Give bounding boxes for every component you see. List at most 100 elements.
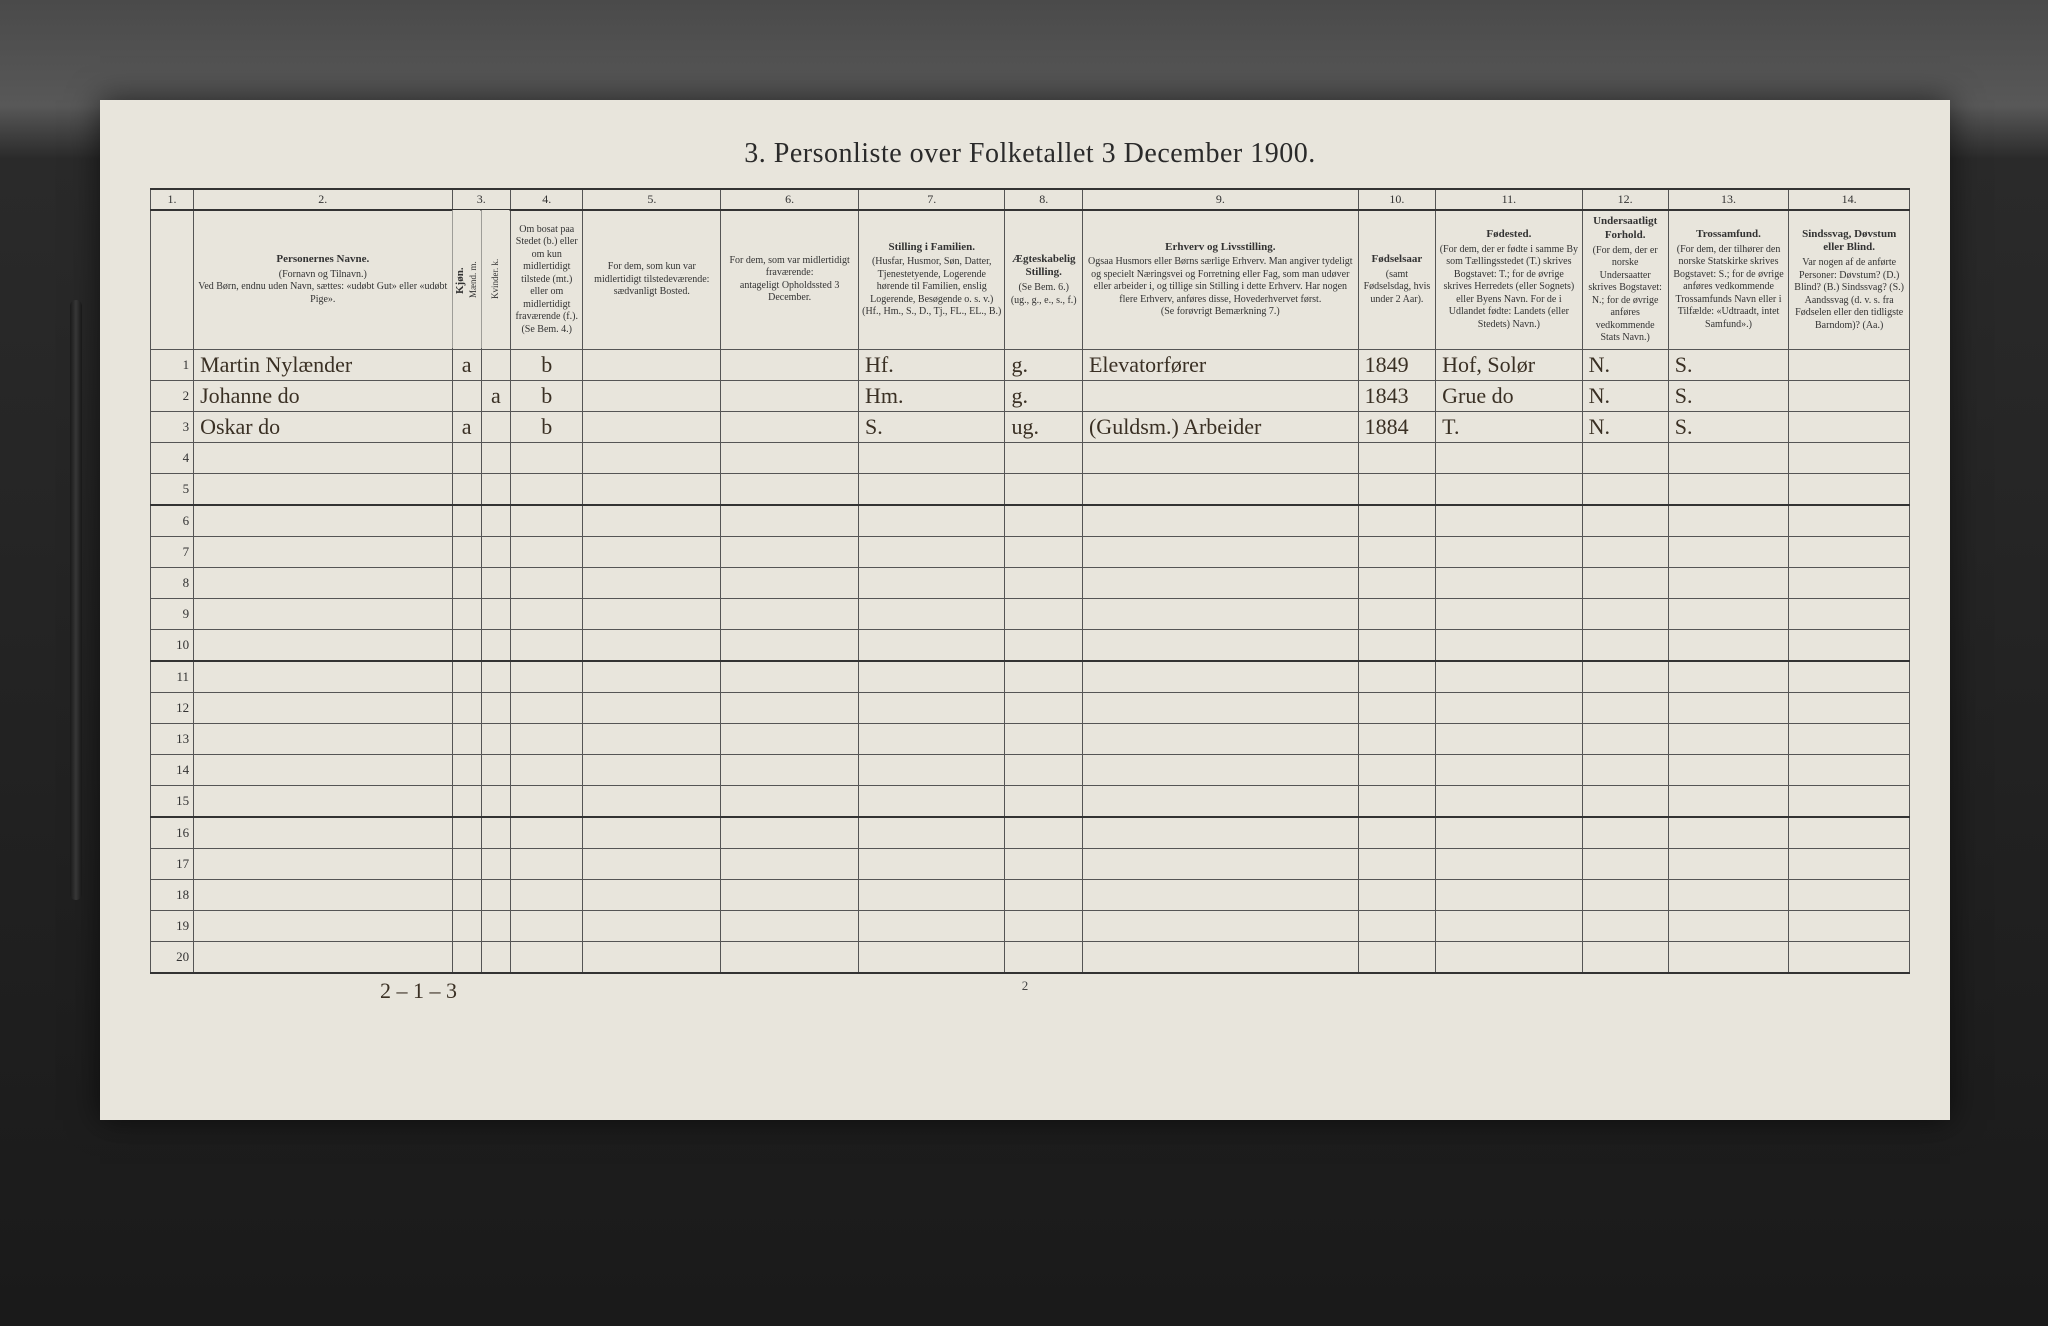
cell-m — [452, 629, 481, 661]
row-number: 17 — [151, 848, 194, 879]
cell-k — [481, 879, 510, 910]
cell-m — [452, 785, 481, 817]
cell-year — [1358, 785, 1436, 817]
cell-ms — [1005, 941, 1083, 973]
cell-bp — [1436, 723, 1582, 754]
row-number: 19 — [151, 910, 194, 941]
cell-fam — [859, 723, 1005, 754]
cell-year — [1358, 442, 1436, 473]
cell-year — [1358, 473, 1436, 505]
cell-dis — [1789, 598, 1910, 629]
cell-b — [511, 661, 583, 693]
cell-c5 — [583, 349, 721, 380]
cell-year: 1884 — [1358, 411, 1436, 442]
cell-b — [511, 442, 583, 473]
cell-c6 — [721, 536, 859, 567]
table-row: 17 — [151, 848, 1910, 879]
cell-b — [511, 598, 583, 629]
cell-k — [481, 754, 510, 785]
cell-c6 — [721, 661, 859, 693]
column-header — [151, 210, 194, 349]
cell-bp — [1436, 661, 1582, 693]
cell-name — [194, 910, 452, 941]
column-header: Trossamfund.(For dem, der tilhører den n… — [1668, 210, 1789, 349]
cell-c5 — [583, 473, 721, 505]
cell-ms — [1005, 754, 1083, 785]
cell-name — [194, 442, 452, 473]
cell-k — [481, 473, 510, 505]
table-row: 19 — [151, 910, 1910, 941]
cell-nat: N. — [1582, 380, 1668, 411]
cell-occ — [1082, 879, 1358, 910]
cell-fam — [859, 473, 1005, 505]
cell-m — [452, 817, 481, 849]
cell-k: a — [481, 380, 510, 411]
cell-name — [194, 879, 452, 910]
cell-year: 1849 — [1358, 349, 1436, 380]
cell-year — [1358, 723, 1436, 754]
row-number: 3 — [151, 411, 194, 442]
column-number: 12. — [1582, 189, 1668, 210]
cell-m — [452, 505, 481, 537]
cell-bp — [1436, 941, 1582, 973]
cell-ms — [1005, 505, 1083, 537]
cell-b — [511, 817, 583, 849]
cell-bp: Grue do — [1436, 380, 1582, 411]
table-row: 15 — [151, 785, 1910, 817]
cell-m — [452, 567, 481, 598]
cell-nat: N. — [1582, 349, 1668, 380]
row-number: 15 — [151, 785, 194, 817]
cell-fam — [859, 629, 1005, 661]
table-row: 13 — [151, 723, 1910, 754]
cell-name — [194, 817, 452, 849]
cell-rel — [1668, 567, 1789, 598]
cell-m: a — [452, 349, 481, 380]
cell-c5 — [583, 536, 721, 567]
cell-c6 — [721, 817, 859, 849]
column-header: Kvinder. k. — [481, 210, 510, 349]
cell-m: a — [452, 411, 481, 442]
table-row: 20 — [151, 941, 1910, 973]
cell-c6 — [721, 567, 859, 598]
table-row: 10 — [151, 629, 1910, 661]
cell-c6 — [721, 411, 859, 442]
census-page: 3. Personliste over Folketallet 3 Decemb… — [100, 100, 1950, 1120]
cell-ms — [1005, 817, 1083, 849]
column-header: Erhverv og Livsstilling.Ogsaa Husmors el… — [1082, 210, 1358, 349]
cell-b — [511, 910, 583, 941]
cell-c6 — [721, 910, 859, 941]
binding-strip — [70, 300, 82, 900]
cell-m — [452, 879, 481, 910]
cell-k — [481, 661, 510, 693]
cell-rel — [1668, 879, 1789, 910]
cell-k — [481, 349, 510, 380]
cell-ms — [1005, 879, 1083, 910]
table-row: 7 — [151, 536, 1910, 567]
cell-k — [481, 848, 510, 879]
cell-k — [481, 598, 510, 629]
column-header: Kjøn.Mænd. m. — [452, 210, 481, 349]
cell-name — [194, 629, 452, 661]
cell-fam — [859, 661, 1005, 693]
cell-name: Johanne do — [194, 380, 452, 411]
cell-b — [511, 723, 583, 754]
cell-year — [1358, 661, 1436, 693]
cell-bp — [1436, 473, 1582, 505]
cell-dis — [1789, 910, 1910, 941]
column-header: Fødested.(For dem, der er fødte i samme … — [1436, 210, 1582, 349]
cell-ms — [1005, 442, 1083, 473]
cell-year — [1358, 692, 1436, 723]
cell-c6 — [721, 598, 859, 629]
column-number: 1. — [151, 189, 194, 210]
cell-k — [481, 505, 510, 537]
cell-m — [452, 692, 481, 723]
cell-nat — [1582, 661, 1668, 693]
cell-fam — [859, 910, 1005, 941]
cell-c5 — [583, 442, 721, 473]
cell-fam — [859, 567, 1005, 598]
table-row: 9 — [151, 598, 1910, 629]
cell-k — [481, 411, 510, 442]
cell-rel — [1668, 785, 1789, 817]
cell-c5 — [583, 567, 721, 598]
row-number: 4 — [151, 442, 194, 473]
